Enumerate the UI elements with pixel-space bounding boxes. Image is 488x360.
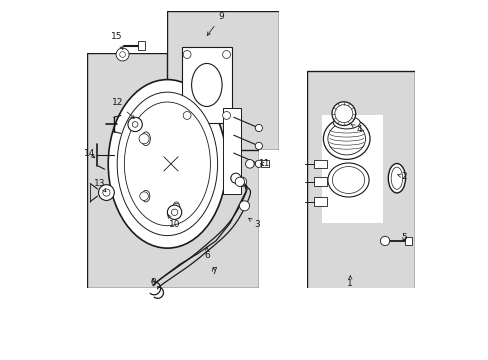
Text: 6: 6 (203, 247, 209, 260)
Bar (405, 237, 411, 245)
Circle shape (237, 177, 246, 186)
Bar (65, 1, 86, 359)
Circle shape (255, 160, 262, 167)
Bar (65, 1, 167, 53)
Ellipse shape (117, 92, 217, 235)
Ellipse shape (327, 123, 365, 155)
Ellipse shape (191, 63, 222, 107)
Text: 15: 15 (111, 32, 123, 49)
Bar (306, 71, 414, 293)
Circle shape (230, 174, 240, 183)
Text: 1: 1 (346, 276, 352, 288)
Bar (65, 1, 423, 12)
Ellipse shape (141, 132, 150, 145)
Circle shape (222, 112, 230, 120)
Bar (414, 1, 423, 359)
Bar (258, 149, 278, 359)
Text: 14: 14 (84, 149, 95, 158)
Ellipse shape (327, 163, 368, 197)
Text: 9: 9 (207, 12, 224, 35)
Circle shape (235, 177, 244, 186)
Circle shape (171, 209, 178, 216)
Text: 12: 12 (111, 98, 134, 118)
Text: 5: 5 (400, 233, 406, 242)
Bar (223, 108, 241, 194)
Bar (314, 197, 326, 206)
Circle shape (183, 112, 191, 120)
Bar (261, 160, 268, 167)
Text: 4: 4 (350, 125, 361, 134)
Text: 7: 7 (211, 267, 217, 276)
Circle shape (239, 201, 249, 211)
Ellipse shape (124, 102, 210, 226)
Circle shape (116, 48, 129, 61)
Bar (278, 149, 306, 359)
Bar (65, 288, 423, 359)
Circle shape (230, 173, 241, 183)
Circle shape (99, 185, 114, 201)
Circle shape (331, 102, 355, 126)
Circle shape (128, 117, 142, 132)
Circle shape (139, 134, 149, 144)
Circle shape (380, 236, 389, 246)
Bar (278, 1, 306, 149)
Ellipse shape (142, 190, 149, 202)
Text: 8: 8 (150, 278, 156, 287)
Bar (321, 116, 382, 223)
Ellipse shape (387, 163, 405, 193)
Ellipse shape (332, 167, 364, 193)
Circle shape (132, 122, 138, 127)
Circle shape (140, 192, 148, 201)
Ellipse shape (323, 118, 369, 159)
Ellipse shape (173, 202, 179, 212)
Circle shape (167, 205, 182, 220)
Bar (167, 12, 278, 149)
Circle shape (172, 203, 180, 211)
Bar (182, 47, 231, 123)
Ellipse shape (333, 116, 360, 129)
Circle shape (183, 50, 191, 58)
Circle shape (255, 125, 262, 132)
Bar (86, 53, 258, 288)
Circle shape (120, 51, 125, 57)
Bar (314, 159, 326, 168)
Text: 10: 10 (167, 215, 180, 229)
Circle shape (334, 105, 352, 123)
Circle shape (102, 189, 110, 196)
Circle shape (255, 142, 262, 149)
Bar (314, 177, 326, 186)
Text: 2: 2 (397, 172, 406, 181)
Text: 3: 3 (248, 218, 260, 229)
Text: 11: 11 (258, 159, 269, 168)
Bar (138, 41, 145, 50)
Bar (86, 12, 167, 53)
Circle shape (245, 159, 254, 168)
Circle shape (222, 50, 230, 58)
Text: 13: 13 (93, 179, 106, 192)
Ellipse shape (108, 80, 226, 248)
Ellipse shape (390, 167, 402, 189)
